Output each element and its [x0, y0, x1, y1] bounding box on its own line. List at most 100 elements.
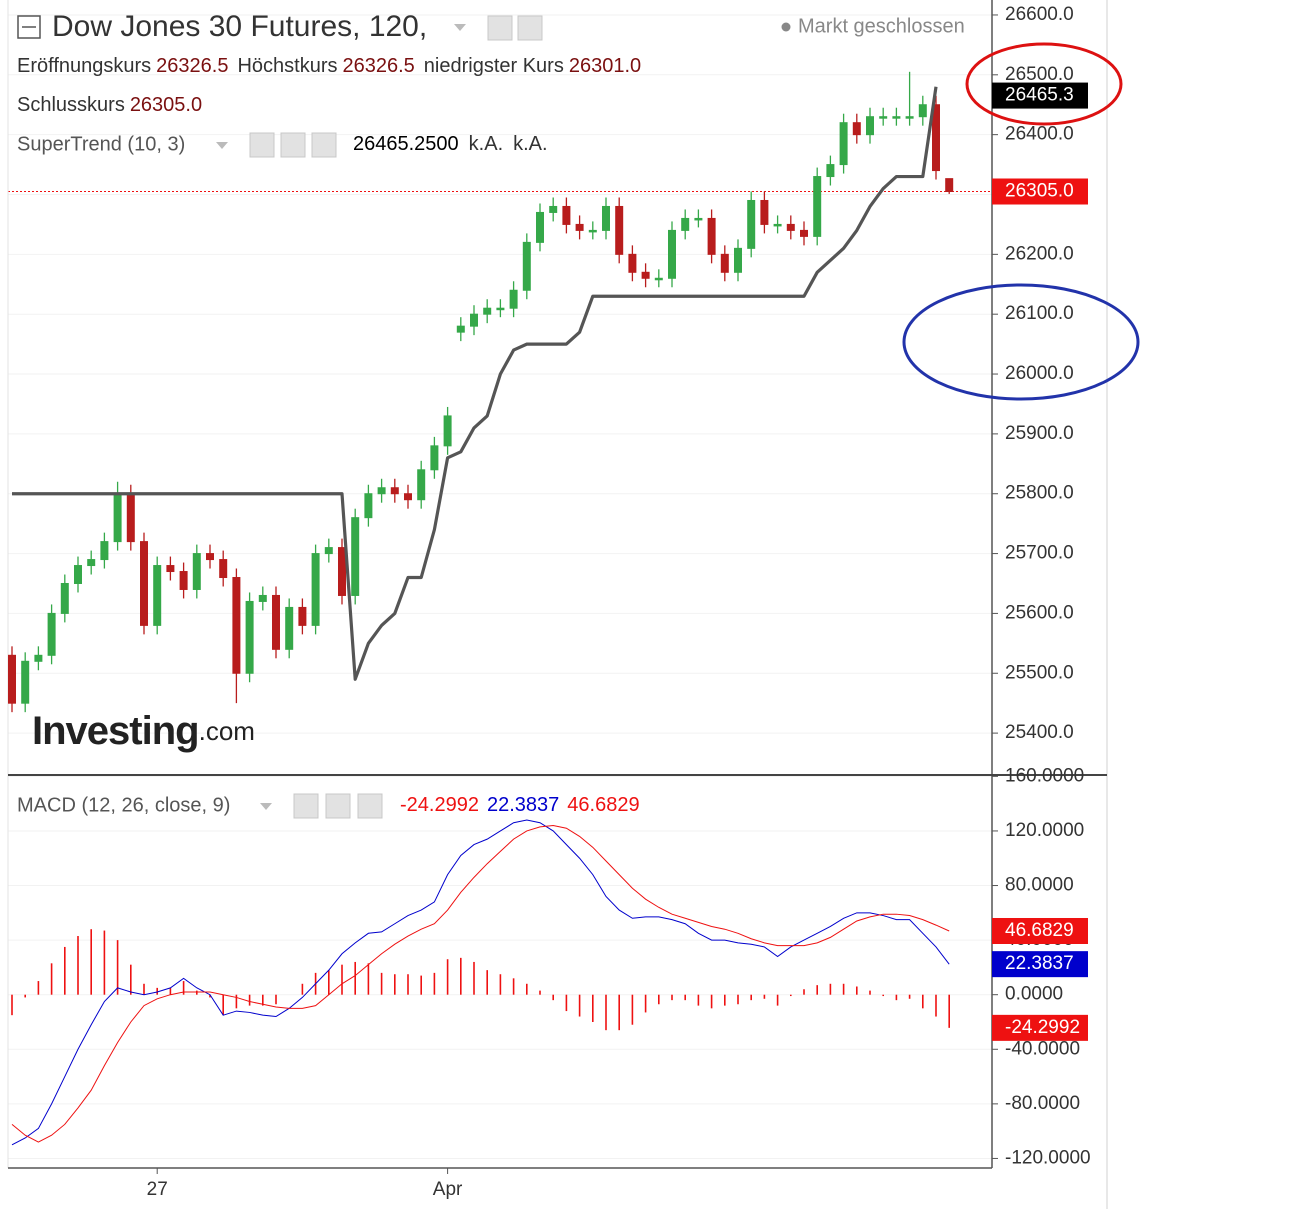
candle-body [404, 493, 412, 501]
y-tick-label: 160.0000 [1005, 765, 1084, 786]
y-tick-label: 120.0000 [1005, 820, 1084, 841]
candle-body [232, 577, 241, 674]
settings-icon[interactable] [325, 793, 351, 819]
candle-body [496, 307, 505, 311]
remove-icon[interactable] [311, 132, 337, 158]
ohlc-label: Schlusskurs [17, 94, 125, 116]
price-label: 26465.3 [1005, 85, 1074, 106]
y-tick-label: 26600.0 [1005, 4, 1074, 25]
candle-body [377, 487, 386, 495]
candle-body [760, 199, 769, 225]
dropdown-arrow[interactable] [216, 142, 228, 149]
y-tick-label: -80.0000 [1005, 1093, 1080, 1114]
candle-body [87, 559, 96, 567]
dropdown-arrow[interactable] [260, 803, 272, 810]
value-label: -24.2992 [1005, 1017, 1080, 1038]
value-label-box [992, 951, 1088, 978]
macd-legend: -24.2992 22.3837 46.6829 [400, 794, 640, 816]
visibility-icon[interactable] [249, 132, 275, 158]
candle-body [285, 606, 294, 650]
candle-body [747, 199, 756, 249]
ohlc-line: Schlusskurs 26305.0 [17, 94, 202, 116]
market-status: Markt geschlossen [798, 15, 965, 37]
remove-icon[interactable] [357, 793, 383, 819]
candle-body [549, 205, 558, 213]
candle-body [839, 122, 848, 166]
candle-body [298, 606, 307, 626]
visibility-icon[interactable] [487, 15, 513, 41]
annotation-circle [902, 283, 1140, 401]
y-tick-label: 25900.0 [1005, 423, 1074, 444]
annotation-circle [965, 42, 1123, 126]
candle-body [153, 565, 162, 626]
y-tick-label: 25400.0 [1005, 722, 1074, 743]
watermark: Investing.com [32, 709, 255, 753]
candle-body [945, 178, 954, 193]
candle-body [879, 116, 888, 119]
dropdown-arrow[interactable] [454, 24, 466, 31]
labels: 25400.0 25500.0 25600.0 25700.0 25800.0 25900… [147, 4, 1091, 1200]
y-tick-label: 26100.0 [1005, 303, 1074, 324]
candle-body [206, 553, 214, 561]
candle-body [932, 104, 940, 172]
candle-body [536, 211, 544, 243]
ohlc-value: 26305.0 [130, 94, 202, 116]
ohlc-value: 26326.5 [156, 55, 228, 77]
candle-body [852, 122, 861, 136]
candle-body [668, 229, 676, 279]
candle-body [311, 553, 320, 626]
price-label-box [992, 82, 1088, 109]
status-dot [781, 22, 791, 32]
candle-body [681, 217, 690, 231]
value-label: 46.6829 [1005, 920, 1074, 941]
watermark-suffix: .com [199, 716, 255, 746]
candle-body [126, 493, 135, 543]
legend-value: 46.6829 [567, 794, 639, 816]
collapse-button[interactable] [17, 15, 41, 39]
candle-body [707, 217, 716, 255]
candle-body [720, 253, 729, 273]
indicator-name: SuperTrend (10, 3) [17, 133, 185, 155]
candle-body [628, 253, 637, 273]
y-tick-label: 25500.0 [1005, 662, 1074, 683]
candle-body [694, 217, 703, 221]
x-tick-label: 27 [147, 1179, 168, 1200]
y-tick-label: 25600.0 [1005, 602, 1074, 623]
y-tick-label: 0.0000 [1005, 984, 1063, 1005]
value-label: 22.3837 [1005, 953, 1074, 974]
y-tick-label: 25700.0 [1005, 543, 1074, 564]
candle-body [786, 223, 795, 231]
y-tick-label: 26200.0 [1005, 243, 1074, 264]
candle-body [615, 205, 624, 255]
macd-line [11, 824, 950, 1143]
ohlc-label: niedrigster Kurs [424, 55, 564, 77]
visibility-icon[interactable] [293, 793, 319, 819]
settings-icon[interactable] [517, 15, 543, 41]
candle-body [34, 654, 43, 662]
candle-body [8, 654, 16, 704]
candle-body [113, 493, 122, 543]
candle-body [483, 307, 492, 315]
candle-body [272, 594, 280, 650]
macd-title: MACD (12, 26, close, 9) [17, 794, 230, 816]
value-label-box [992, 917, 1088, 944]
candle-body [338, 547, 346, 596]
indicator-values: 26465.2500 k.A. k.A. [353, 133, 548, 155]
candle-body [324, 547, 333, 555]
candle-body [562, 205, 571, 225]
y-tick-label: 26000.0 [1005, 363, 1074, 384]
settings-icon[interactable] [280, 132, 306, 158]
candle-body [258, 594, 267, 602]
y-tick-label: 26500.0 [1005, 64, 1074, 85]
ohlc-value: 26301.0 [569, 55, 641, 77]
candle-body [364, 493, 373, 519]
candle-body [918, 104, 927, 118]
candle-body [654, 277, 663, 281]
supertrend-line [12, 86, 938, 681]
marks [8, 71, 954, 1146]
legend-value: 22.3837 [487, 794, 559, 816]
candle-body [813, 176, 822, 237]
ohlc-label: Eröffnungskurs [17, 55, 151, 77]
x-tick-label: Apr [433, 1179, 463, 1200]
